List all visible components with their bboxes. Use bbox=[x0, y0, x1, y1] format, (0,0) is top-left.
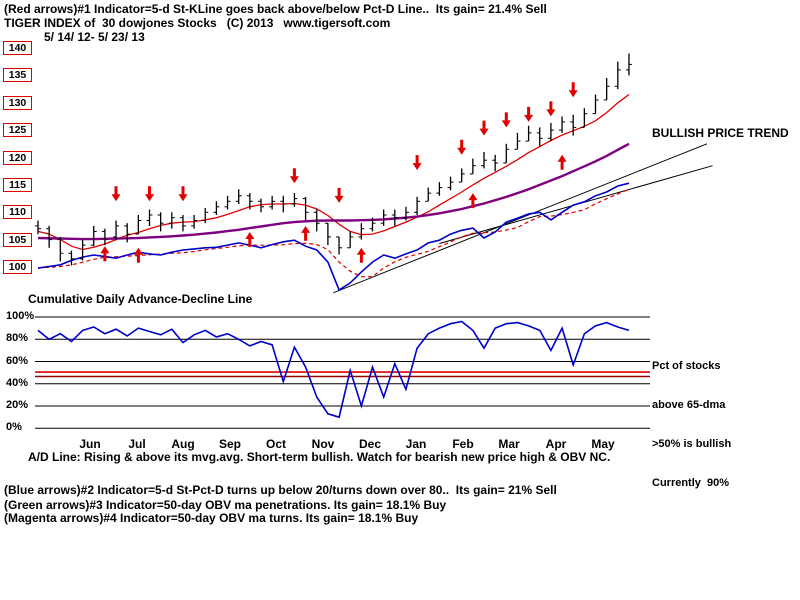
month-label: May bbox=[591, 437, 615, 451]
ad-note: A/D Line: Rising & above its mvg.avg. Sh… bbox=[28, 450, 611, 464]
pct-axis-label: 100% bbox=[6, 310, 35, 322]
price-axis-label: 125 bbox=[3, 123, 32, 137]
buy-arrows bbox=[100, 154, 567, 263]
month-label: Mar bbox=[498, 437, 520, 451]
price-axis-label: 100 bbox=[3, 260, 32, 274]
month-label: Apr bbox=[545, 437, 567, 451]
pct-caption-line4: Currently 90% bbox=[652, 477, 730, 489]
indicator3-caption: (Green arrows)#3 Indicator=50-day OBV ma… bbox=[4, 498, 447, 512]
price-axis-label: 140 bbox=[3, 41, 32, 55]
pct-caption-line1: Pct of stocks bbox=[652, 360, 721, 372]
pct-axis-label: 20% bbox=[6, 399, 29, 411]
sell-arrow-icon bbox=[501, 112, 511, 128]
sell-arrow-icon bbox=[479, 120, 489, 136]
ma-65day-line bbox=[37, 142, 630, 241]
ad-ma-line bbox=[37, 188, 630, 278]
indicator1-caption: (Red arrows)#1 Indicator=5-d St-KLine go… bbox=[4, 2, 547, 16]
pct-caption-line3: >50% is bullish bbox=[652, 438, 732, 450]
sell-arrow-icon bbox=[457, 139, 467, 155]
sell-arrow-icon bbox=[568, 82, 578, 98]
pct-stocks-caption: Pct of stocks above 65-dma >50% is bulli… bbox=[652, 334, 731, 516]
indicator2-caption: (Blue arrows)#2 Indicator=5-d St-Pct-D t… bbox=[4, 483, 557, 497]
sell-arrow-icon bbox=[145, 186, 154, 202]
buy-arrow-icon bbox=[133, 247, 143, 263]
indicator4-caption: (Magenta arrows)#4 Indicator=50-day OBV … bbox=[4, 511, 419, 525]
bullish-trend-annotation: BULLISH PRICE TREND bbox=[652, 126, 789, 140]
date-range-label: 5/ 14/ 12- 5/ 23/ 13 bbox=[44, 30, 145, 44]
sell-arrow-icon bbox=[546, 101, 556, 117]
month-label: Jun bbox=[79, 437, 101, 451]
sell-arrows bbox=[111, 82, 578, 203]
pct-axis-label: 40% bbox=[6, 377, 29, 389]
sell-arrow-icon bbox=[524, 106, 534, 122]
sell-arrow-icon bbox=[178, 186, 188, 202]
chart-title: TIGER INDEX of 30 dowjones Stocks (C) 20… bbox=[4, 16, 391, 30]
month-label: Jan bbox=[405, 437, 427, 451]
pct-above-ma-line bbox=[37, 320, 630, 419]
month-label: Dec bbox=[358, 437, 382, 451]
month-label: Oct bbox=[265, 437, 287, 451]
month-label: Aug bbox=[171, 437, 195, 451]
month-label: Nov bbox=[311, 437, 335, 451]
ad-line-label: Cumulative Daily Advance-Decline Line bbox=[28, 292, 253, 306]
buy-arrow-icon bbox=[100, 246, 110, 262]
pct-caption-line2: above 65-dma bbox=[652, 399, 726, 411]
month-label: Sep bbox=[218, 437, 242, 451]
pct-axis-label: 0% bbox=[6, 421, 22, 433]
pct-axis-label: 80% bbox=[6, 332, 29, 344]
sell-arrow-icon bbox=[412, 155, 422, 171]
price-axis-label: 115 bbox=[3, 178, 32, 192]
price-axis-label: 130 bbox=[3, 96, 32, 110]
ohlc-bars bbox=[35, 53, 632, 266]
price-axis-label: 110 bbox=[3, 205, 32, 219]
month-label: Feb bbox=[452, 437, 474, 451]
buy-arrow-icon bbox=[468, 193, 478, 209]
buy-arrow-icon bbox=[301, 225, 311, 241]
price-axis-label: 120 bbox=[3, 151, 32, 165]
pct-axis-label: 60% bbox=[6, 355, 29, 367]
sell-arrow-icon bbox=[111, 186, 121, 202]
pct-threshold-lines bbox=[35, 371, 650, 378]
sell-arrow-icon bbox=[289, 168, 299, 184]
price-axis-label: 105 bbox=[3, 233, 32, 247]
buy-arrow-icon bbox=[245, 232, 255, 247]
sell-arrow-icon bbox=[334, 187, 344, 203]
price-axis-label: 135 bbox=[3, 68, 32, 82]
month-label: Jul bbox=[128, 437, 146, 451]
buy-arrow-icon bbox=[557, 154, 567, 170]
buy-arrow-icon bbox=[356, 247, 366, 263]
